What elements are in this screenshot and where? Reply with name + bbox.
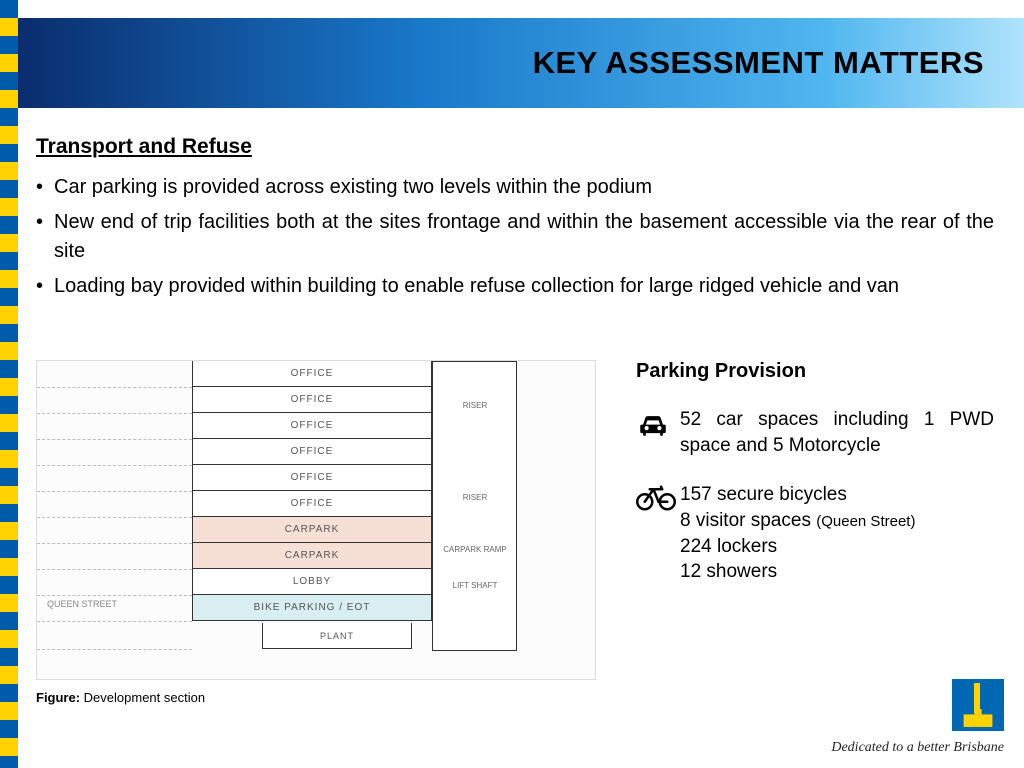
floor-dashed-line: [37, 413, 192, 414]
figure-caption-text: Development section: [84, 690, 205, 705]
floor-lobby: LOBBY: [192, 569, 432, 595]
figure-caption: Figure: Development section: [36, 690, 596, 705]
floor-dashed-line: [37, 491, 192, 492]
slide-header: KEY ASSESSMENT MATTERS: [18, 18, 1024, 108]
floor-office: OFFICE: [192, 465, 432, 491]
right-column-label: RISER: [440, 493, 510, 502]
provision-line: 52 car spaces including 1 PWD space and …: [680, 407, 994, 458]
main-content: Transport and Refuse Car parking is prov…: [36, 135, 994, 307]
right-column-label: RISER: [440, 401, 510, 410]
footer-tagline: Dedicated to a better Brisbane: [831, 740, 1004, 756]
provision-text: 52 car spaces including 1 PWD space and …: [680, 407, 994, 458]
bullet-item: New end of trip facilities both at the s…: [54, 208, 994, 266]
floor-dashed-line: [37, 387, 192, 388]
decorative-side-stripe: [0, 0, 18, 768]
bullet-item: Car parking is provided across existing …: [54, 173, 994, 202]
floor-carpark: CARPARK: [192, 543, 432, 569]
floor-dashed-line: [37, 649, 192, 650]
floor-bike-parking-eot: BIKE PARKING / EOT: [192, 595, 432, 621]
floor-plant: PLANT: [262, 623, 412, 649]
provision-row: 157 secure bicycles8 visitor spaces (Que…: [636, 482, 994, 585]
provision-row: 52 car spaces including 1 PWD space and …: [636, 407, 994, 458]
provision-line-small: (Queen Street): [816, 513, 915, 530]
provision-text: 157 secure bicycles8 visitor spaces (Que…: [680, 482, 994, 585]
right-column-label: LIFT SHAFT: [440, 581, 510, 590]
car-icon: [636, 407, 680, 458]
building-section-diagram: QUEEN STREET OFFICEOFFICEOFFICEOFFICEOFF…: [36, 360, 596, 680]
bicycle-icon: [636, 482, 680, 585]
floor-carpark: CARPARK: [192, 517, 432, 543]
floor-dashed-line: [37, 621, 192, 622]
slide-title: KEY ASSESSMENT MATTERS: [533, 45, 984, 81]
figure-caption-prefix: Figure:: [36, 690, 84, 705]
provision-line: 8 visitor spaces (Queen Street): [680, 508, 994, 534]
provision-line: 12 showers: [680, 559, 994, 585]
floor-dashed-line: [37, 595, 192, 596]
bullet-item: Loading bay provided within building to …: [54, 272, 994, 301]
brisbane-city-logo: [952, 679, 1004, 731]
floor-office: OFFICE: [192, 361, 432, 387]
floor-office: OFFICE: [192, 439, 432, 465]
section-drawing-column: QUEEN STREET OFFICEOFFICEOFFICEOFFICEOFF…: [36, 360, 596, 705]
right-column-label: CARPARK RAMP: [440, 545, 510, 554]
floor-dashed-line: [37, 439, 192, 440]
bullet-list: Car parking is provided across existing …: [36, 173, 994, 301]
slide-footer: Dedicated to a better Brisbane: [831, 679, 1004, 756]
floor-dashed-line: [37, 569, 192, 570]
provision-line: 224 lockers: [680, 534, 994, 560]
floor-office: OFFICE: [192, 413, 432, 439]
street-label: QUEEN STREET: [47, 599, 117, 609]
floor-dashed-line: [37, 543, 192, 544]
lower-region: QUEEN STREET OFFICEOFFICEOFFICEOFFICEOFF…: [36, 360, 994, 705]
provision-line: 157 secure bicycles: [680, 482, 994, 508]
floor-dashed-line: [37, 517, 192, 518]
section-heading: Transport and Refuse: [36, 135, 994, 159]
provision-title: Parking Provision: [636, 360, 994, 383]
floor-office: OFFICE: [192, 491, 432, 517]
floor-office: OFFICE: [192, 387, 432, 413]
parking-provision-panel: Parking Provision 52 car spaces includin…: [596, 360, 994, 705]
floor-dashed-line: [37, 465, 192, 466]
